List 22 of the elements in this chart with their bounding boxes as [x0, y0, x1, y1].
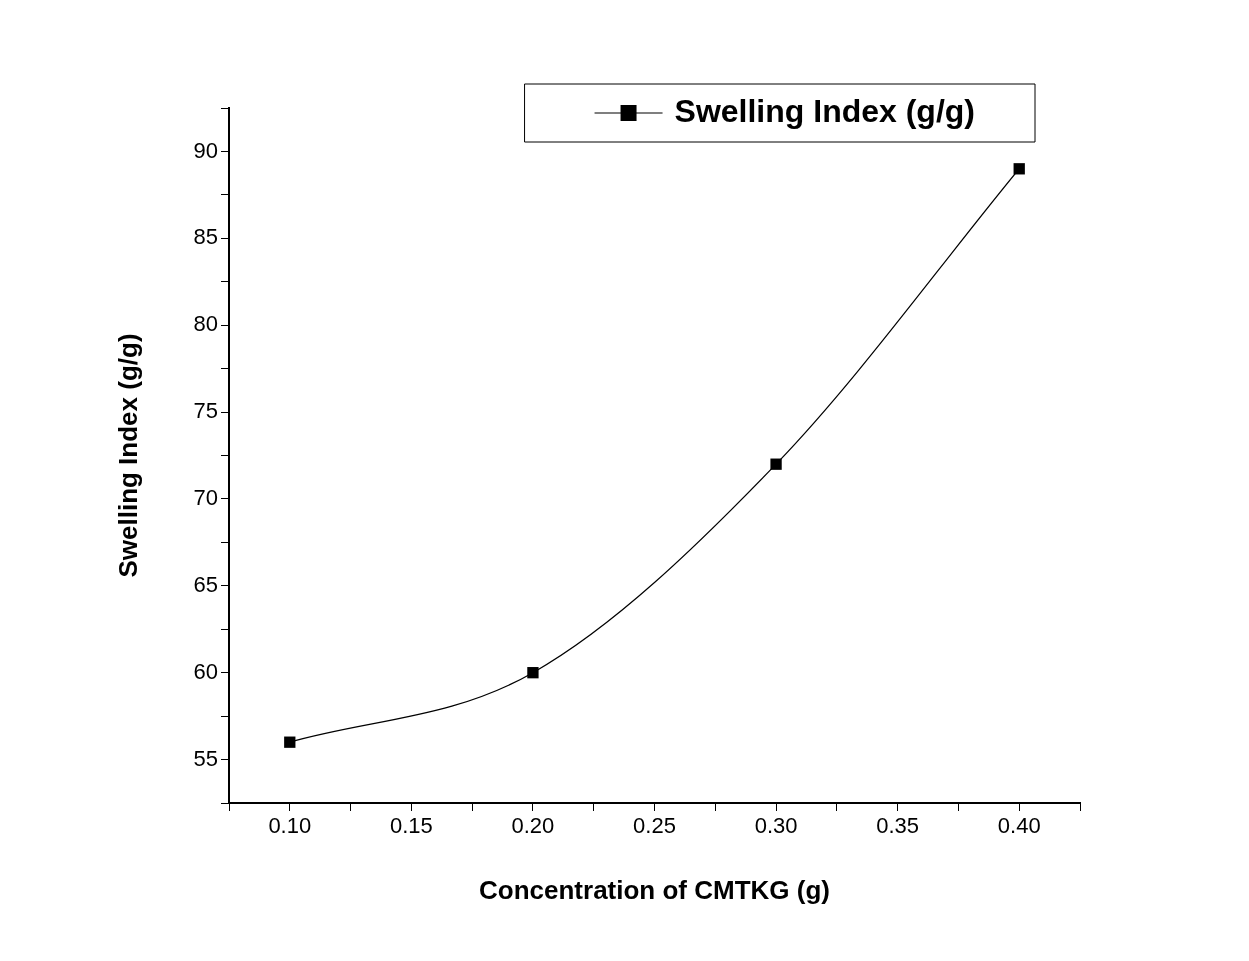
y-tick-label: 65: [193, 571, 218, 597]
point: [284, 736, 296, 748]
point: [770, 458, 782, 470]
x-tick-label: 0.15: [389, 813, 433, 839]
y-tick-label: 55: [193, 745, 218, 771]
x-tick-label: 0.20: [511, 813, 555, 839]
y-tick-label: 60: [193, 658, 218, 684]
y-tick-label: 85: [193, 224, 218, 250]
x-tick-label: 0.30: [754, 813, 798, 839]
y-tick-label: 90: [193, 137, 218, 163]
y-axis-title: Swelling Index (g/g): [112, 333, 143, 578]
point: [1013, 163, 1025, 175]
y-tick-label: 70: [193, 485, 218, 510]
y-tick-label: 75: [193, 398, 218, 424]
y-tick-label: 80: [193, 311, 218, 337]
x-axis-title: Concentration of CMTKG (g): [479, 874, 830, 905]
x-tick-label: 0.35: [876, 813, 920, 839]
x-tick-label: 0.10: [268, 813, 312, 839]
x-tick-label: 0.25: [633, 813, 676, 839]
x-tick-label: 0.40: [997, 813, 1041, 839]
legend-label: Swelling Index (g/g): [674, 92, 975, 129]
point: [527, 667, 539, 679]
